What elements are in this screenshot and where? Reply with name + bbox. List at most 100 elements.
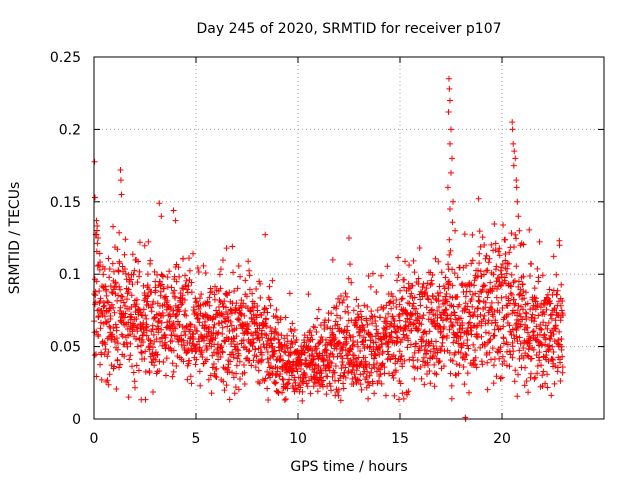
data-point bbox=[219, 257, 226, 264]
data-point bbox=[122, 236, 129, 243]
data-point bbox=[304, 383, 311, 390]
data-point bbox=[377, 371, 384, 378]
data-point bbox=[450, 339, 457, 346]
data-point bbox=[437, 346, 444, 353]
data-point bbox=[526, 272, 533, 279]
data-point bbox=[237, 273, 244, 280]
data-point bbox=[461, 381, 468, 388]
data-point bbox=[449, 294, 456, 301]
data-point bbox=[504, 341, 511, 348]
data-point bbox=[415, 280, 422, 287]
data-point bbox=[500, 340, 507, 347]
data-point bbox=[286, 376, 293, 383]
data-point bbox=[395, 272, 402, 279]
data-point bbox=[164, 283, 171, 290]
data-point bbox=[91, 158, 98, 165]
data-point bbox=[394, 277, 401, 284]
data-point bbox=[395, 396, 402, 403]
data-point bbox=[335, 386, 342, 393]
data-point bbox=[268, 370, 275, 377]
data-point bbox=[336, 299, 343, 306]
data-point bbox=[142, 368, 149, 375]
data-point bbox=[108, 301, 115, 308]
data-point bbox=[146, 346, 153, 353]
data-point bbox=[283, 381, 290, 388]
data-point bbox=[414, 327, 421, 334]
data-point bbox=[551, 380, 558, 387]
data-point bbox=[477, 311, 484, 318]
data-point bbox=[366, 344, 373, 351]
data-point bbox=[350, 380, 357, 387]
data-point bbox=[411, 349, 418, 356]
data-point bbox=[228, 322, 235, 329]
data-point bbox=[496, 309, 503, 316]
data-point bbox=[547, 336, 554, 343]
data-point bbox=[337, 397, 344, 404]
data-point bbox=[108, 362, 115, 369]
data-point bbox=[288, 328, 295, 335]
data-point bbox=[484, 267, 491, 274]
data-point bbox=[380, 325, 387, 332]
data-point bbox=[481, 312, 488, 319]
data-point bbox=[340, 297, 347, 304]
data-point bbox=[315, 306, 322, 313]
data-point bbox=[302, 374, 309, 381]
data-point bbox=[479, 234, 486, 241]
data-point bbox=[498, 281, 505, 288]
data-point bbox=[514, 338, 521, 345]
data-point bbox=[234, 341, 241, 348]
data-point bbox=[344, 303, 351, 310]
x-tick-label: 5 bbox=[192, 431, 201, 447]
data-point bbox=[246, 272, 253, 279]
data-point bbox=[121, 251, 128, 258]
data-point bbox=[445, 261, 452, 268]
data-point bbox=[278, 332, 285, 339]
data-point bbox=[477, 243, 484, 250]
data-point bbox=[509, 326, 516, 333]
data-point bbox=[281, 335, 288, 342]
data-point bbox=[342, 308, 349, 315]
data-point bbox=[558, 343, 565, 350]
data-point bbox=[118, 293, 125, 300]
data-point bbox=[215, 329, 222, 336]
data-point bbox=[515, 213, 522, 220]
data-point bbox=[536, 349, 543, 356]
data-point bbox=[372, 318, 379, 325]
data-point bbox=[552, 317, 559, 324]
data-point bbox=[556, 242, 563, 249]
data-point bbox=[226, 289, 233, 296]
data-point bbox=[347, 261, 354, 268]
data-point bbox=[94, 222, 101, 229]
data-point bbox=[488, 320, 495, 327]
data-point bbox=[217, 353, 224, 360]
data-point bbox=[491, 308, 498, 315]
data-point bbox=[461, 231, 468, 238]
data-point bbox=[156, 200, 163, 207]
data-point bbox=[200, 337, 207, 344]
data-point bbox=[512, 367, 519, 374]
data-point bbox=[111, 363, 118, 370]
data-point bbox=[190, 304, 197, 311]
data-point bbox=[123, 296, 130, 303]
data-point bbox=[245, 329, 252, 336]
data-point bbox=[286, 290, 293, 297]
data-point bbox=[264, 348, 271, 355]
data-point bbox=[517, 313, 524, 320]
data-point bbox=[420, 354, 427, 361]
data-point bbox=[545, 319, 552, 326]
data-point bbox=[384, 318, 391, 325]
data-point bbox=[106, 305, 113, 312]
data-point bbox=[292, 379, 299, 386]
data-point bbox=[233, 333, 240, 340]
data-point bbox=[288, 338, 295, 345]
data-point bbox=[142, 396, 149, 403]
data-point bbox=[517, 242, 524, 249]
data-point bbox=[152, 314, 159, 321]
data-point bbox=[436, 323, 443, 330]
data-point bbox=[183, 277, 190, 284]
data-point bbox=[358, 313, 365, 320]
data-point bbox=[443, 306, 450, 313]
data-point bbox=[498, 374, 505, 381]
data-point bbox=[434, 307, 441, 314]
data-point bbox=[142, 348, 149, 355]
